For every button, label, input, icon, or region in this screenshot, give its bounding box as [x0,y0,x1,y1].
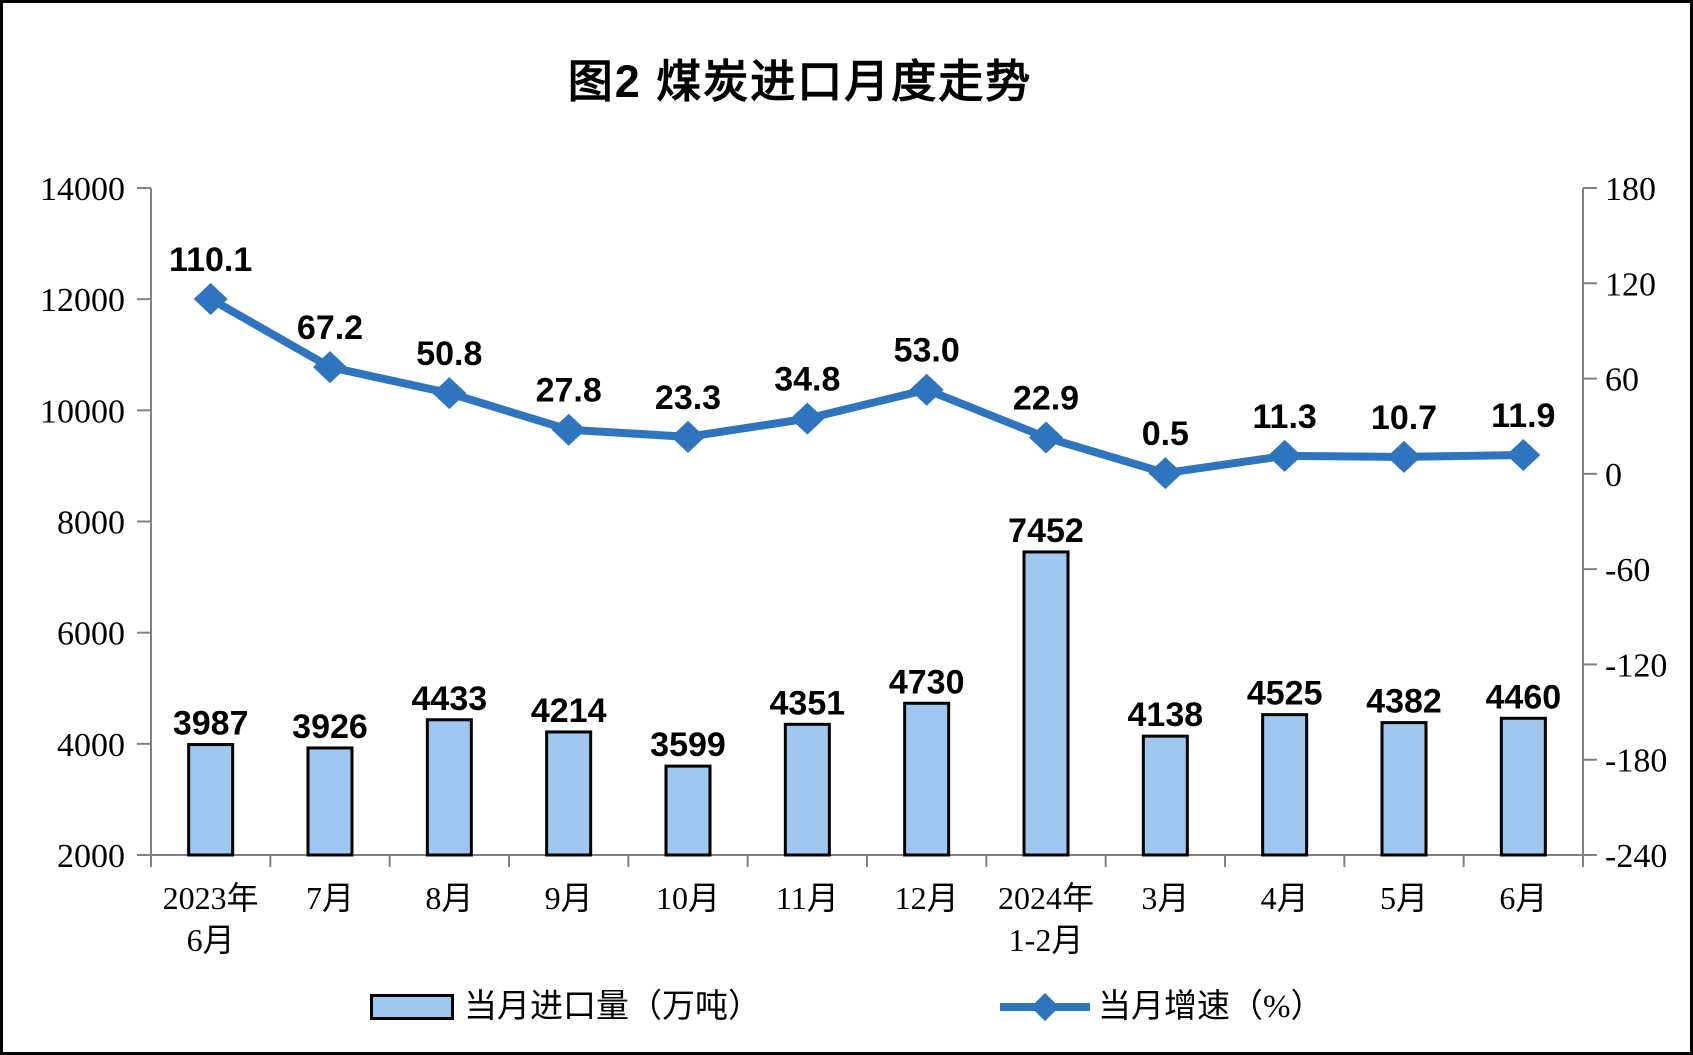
growth-line [206,295,1528,478]
right-axis-tick-label: -120 [1605,647,1667,684]
right-axis-tick-label: 180 [1605,171,1656,208]
growth-marker-diamond-icon [193,283,228,316]
x-category-label: 10月 [656,880,720,916]
x-category-label: 3月 [1141,880,1189,916]
growth-value-label: 50.8 [416,335,482,373]
left-axis-tick-label: 10000 [40,393,125,430]
bar [1261,713,1309,857]
bar [545,730,593,857]
right-axis-tick-label: 60 [1605,362,1639,399]
bar [187,743,235,857]
bar-value-label: 4525 [1247,675,1323,713]
x-category-label: 6月 [1499,880,1547,916]
bar [1499,716,1547,857]
legend-item-imports: 当月进口量（万吨） [370,989,761,1025]
growth-marker-diamond-icon [1506,438,1541,471]
bar-value-label: 3987 [173,705,249,743]
bar-value-label: 4382 [1366,683,1442,721]
growth-marker-diamond-icon [313,351,347,384]
growth-marker-diamond-icon [551,413,586,446]
growth-marker-diamond-icon [909,373,944,406]
growth-value-label: 11.3 [1253,398,1317,436]
growth-marker-diamond-icon [1267,439,1302,472]
bar-value-label: 3599 [650,726,726,764]
left-axis-tick-label: 4000 [57,727,125,764]
growth-value-label: 110.1 [169,241,252,279]
bar-value-label: 3926 [292,708,368,746]
right-axis-tick-label: -240 [1605,838,1667,875]
x-category-label: 11月 [776,880,839,916]
chart-title: 图2 煤炭进口月度走势 [567,56,1033,107]
legend-item-growth: 当月增速（%） [1000,989,1324,1025]
bar-value-label: 7452 [1008,512,1084,550]
bar-value-label: 4214 [531,692,607,730]
bar [664,764,712,857]
growth-marker-diamond-icon [671,420,705,453]
growth-value-label: 27.8 [536,372,602,410]
growth-marker-diamond-icon [432,377,467,410]
left-axis-tick-label: 2000 [57,838,125,875]
right-axis-tick-label: 0 [1605,457,1622,494]
x-category-label: 5月 [1380,880,1428,916]
x-category-label: 7月 [306,880,354,916]
growth-marker-diamond-icon [1387,440,1421,473]
x-category-label: 9月 [545,880,593,916]
bar-value-label: 4138 [1128,696,1204,734]
legend-label-imports: 当月进口量（万吨） [464,989,761,1025]
x-category-label: 12月 [895,880,959,916]
left-axis-tick-label: 12000 [40,282,125,319]
bar [425,718,473,857]
x-category-label: 4月 [1261,880,1309,916]
right-axis-tick-label: 120 [1605,266,1656,303]
plot-svg: 14000 12000 10000 8000 6000 4000 2000 180 120 60 0… [40,171,1667,958]
growth-value-label: 22.9 [1013,379,1079,417]
growth-value-label: 67.2 [297,309,363,347]
growth-value-label: 53.0 [894,332,960,370]
growth-value-label: 10.7 [1371,399,1437,437]
growth-value-label: 0.5 [1142,415,1189,453]
growth-marker-diamond-icon [1029,421,1063,454]
bar [903,701,951,857]
right-axis-tick-label: -60 [1605,552,1650,589]
left-axis-tick-label: 8000 [57,505,125,542]
x-category-label: 8月 [425,880,473,916]
bar-value-label: 4351 [770,684,846,722]
x-category-label: 2024年 [998,880,1094,916]
growth-marker-diamond-icon [1148,457,1183,490]
bar [1380,721,1428,857]
legend-label-growth: 当月增速（%） [1098,989,1324,1025]
legend-diamond-icon [1030,992,1060,1022]
growth-marker-diamond-icon [790,402,825,435]
bar-value-label: 4433 [412,680,488,718]
bar-value-label: 4730 [889,663,965,701]
bar [783,722,831,857]
bar [1141,734,1189,857]
x-category-label: 1-2月 [1009,922,1084,958]
growth-value-label: 34.8 [774,361,840,399]
bar [306,746,354,857]
left-axis-tick-label: 6000 [57,616,125,653]
bar [1022,550,1070,857]
x-category-label: 2023年 [163,880,259,916]
growth-value-label: 23.3 [655,379,721,417]
bar-legend-swatch [370,994,454,1020]
growth-value-label: 11.9 [1491,397,1555,435]
bar-value-label: 4460 [1486,678,1562,716]
right-axis-tick-label: -180 [1605,743,1667,780]
x-category-label: 6月 [187,922,235,958]
line-legend-swatch [1000,992,1090,1022]
left-axis-tick-label: 14000 [40,171,125,208]
